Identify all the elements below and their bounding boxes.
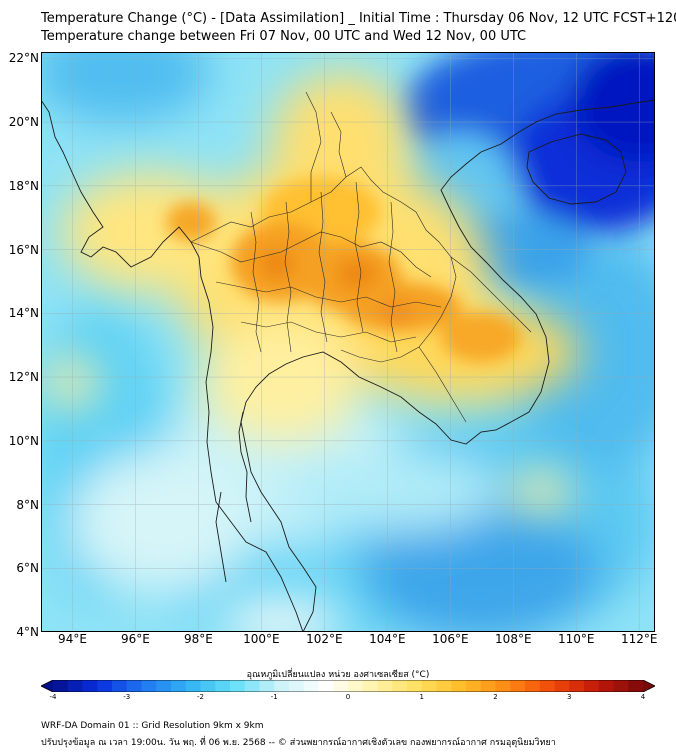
colorbar-min-extend <box>41 680 53 692</box>
latitude-label: 20°N <box>8 115 39 130</box>
colorbar-title: อุณหภูมิเปลี่ยนแปลง หน่วย องศาเซลเซียส (… <box>246 670 430 680</box>
colorbar-bin <box>569 680 585 692</box>
longitude-label: 108°E <box>495 632 532 646</box>
longitude-label: 94°E <box>58 632 87 646</box>
colorbar-bin <box>495 680 511 692</box>
longitude-label: 106°E <box>432 632 469 646</box>
colorbar-bin <box>289 680 305 692</box>
colorbar-max-extend <box>643 680 655 692</box>
map-title-line1: Temperature Change (°C) - [Data Assimila… <box>41 11 676 26</box>
colorbar-bin <box>333 680 349 692</box>
longitude-label: 100°E <box>243 632 280 646</box>
latitude-label: 6°N <box>16 561 39 576</box>
latitude-label: 22°N <box>8 51 39 66</box>
colorbar-tick-label: -2 <box>197 693 204 701</box>
colorbar-bin <box>112 680 128 692</box>
latitude-label: 16°N <box>8 242 39 257</box>
longitude-label: 110°E <box>558 632 595 646</box>
colorbar-bin <box>436 680 452 692</box>
latitude-label: 4°N <box>16 625 39 639</box>
colorbar-bin <box>628 680 644 692</box>
longitude-label: 102°E <box>306 632 343 646</box>
colorbar-bin <box>200 680 216 692</box>
colorbar-bin <box>185 680 202 692</box>
colorbar-bin <box>480 680 497 692</box>
longitude-label: 96°E <box>121 632 150 646</box>
colorbar-bin <box>451 680 467 692</box>
colorbar-bin <box>407 680 423 692</box>
colorbar-bin <box>554 680 570 692</box>
colorbar-tick-label: 3 <box>567 693 572 701</box>
colorbar-bin <box>539 680 556 692</box>
cool-anomaly-layer <box>41 52 655 632</box>
colorbar-tick-label: -4 <box>49 693 57 701</box>
colorbar-bin <box>156 680 172 692</box>
colorbar-bin <box>230 680 246 692</box>
colorbar-tick-label: 4 <box>640 693 646 701</box>
colorbar-tick-label: -3 <box>123 693 131 701</box>
longitude-label: 98°E <box>183 632 213 646</box>
colorbar-bin <box>53 680 69 692</box>
map-frame-border <box>41 52 655 632</box>
colorbar-bin <box>141 680 157 692</box>
colorbar-tick-label: 0 <box>345 693 351 701</box>
longitude-label: 104°E <box>369 632 406 646</box>
colorbar <box>41 680 655 692</box>
colorbar-bin <box>392 680 408 692</box>
colorbar-bin <box>82 680 98 692</box>
colorbar-bin <box>244 680 261 692</box>
colorbar-bin <box>613 680 629 692</box>
temperature-change-map <box>41 52 655 632</box>
latitude-label: 18°N <box>8 178 39 193</box>
colorbar-bin <box>584 680 600 692</box>
footer-model-info: WRF-DA Domain 01 :: Grid Resolution 9km … <box>41 721 264 731</box>
latitude-label: 10°N <box>8 433 39 448</box>
colorbar-bin <box>598 680 615 692</box>
colorbar-tick-label: 1 <box>419 693 424 701</box>
latitude-label: 14°N <box>8 306 39 321</box>
provincial-borders <box>190 91 532 423</box>
coastline-borders <box>41 99 655 632</box>
colorbar-bin <box>274 680 290 692</box>
latitude-label: 12°N <box>8 370 39 385</box>
colorbar-bin <box>421 680 438 692</box>
colorbar-bin <box>525 680 541 692</box>
colorbar-bin <box>466 680 482 692</box>
longitude-label: 112°E <box>621 632 658 646</box>
colorbar-bin <box>318 680 334 692</box>
colorbar-bin <box>171 680 187 692</box>
map-title-line2: Temperature change between Fri 07 Nov, 0… <box>41 29 527 44</box>
colorbar-bin <box>215 680 231 692</box>
colorbar-bin <box>97 680 113 692</box>
latitude-label: 8°N <box>16 497 39 512</box>
colorbar-bin <box>348 680 364 692</box>
colorbar-tick-label: -1 <box>270 693 278 701</box>
footer-credit: ปรับปรุงข้อมูล ณ เวลา 19:00น. วัน พฤ. ที… <box>41 738 556 748</box>
colorbar-bin <box>67 680 84 692</box>
colorbar-bin <box>303 680 320 692</box>
colorbar-bin <box>259 680 275 692</box>
colorbar-bin <box>126 680 143 692</box>
colorbar-bin <box>377 680 393 692</box>
graticule-lines <box>41 52 655 632</box>
colorbar-bin <box>362 680 379 692</box>
colorbar-bin <box>510 680 526 692</box>
colorbar-tick-label: 2 <box>493 693 498 701</box>
